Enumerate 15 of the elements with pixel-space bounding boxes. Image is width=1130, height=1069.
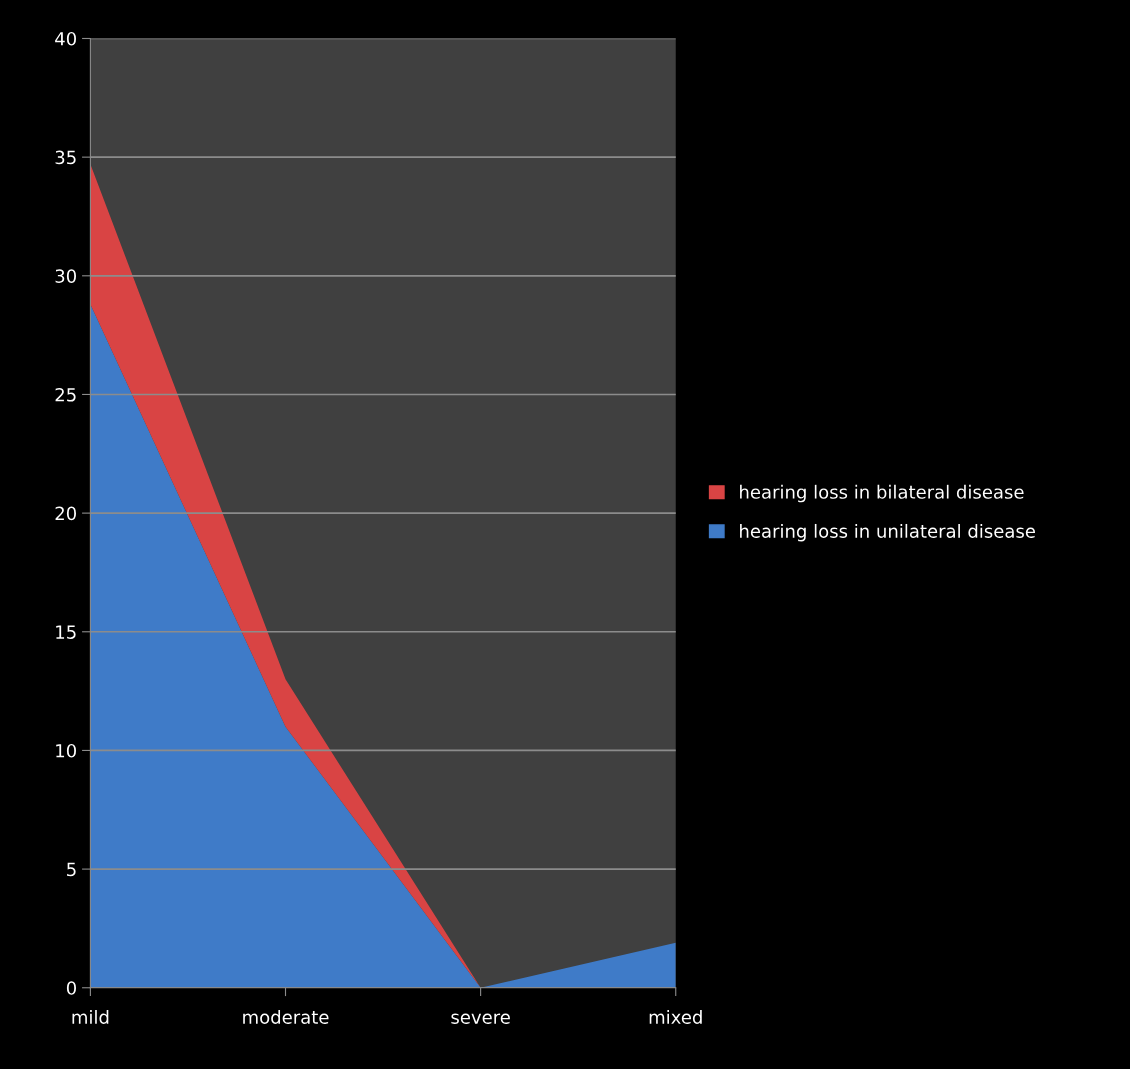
- y-tick-label: 40: [55, 31, 77, 46]
- y-tick-label: 25: [55, 387, 76, 402]
- y-tick-label: 35: [55, 150, 76, 165]
- y-tick-label: 15: [56, 625, 76, 639]
- x-tick-label: severe: [451, 1013, 510, 1024]
- y-tick-label: 10: [56, 743, 77, 758]
- y-tick-label: 5: [67, 862, 76, 877]
- y-tick-label: 30: [55, 269, 77, 283]
- x-tick-label: moderate: [243, 1009, 329, 1024]
- x-tick-label: mixed: [649, 1009, 702, 1024]
- legend-label: hearing loss in unilateral disease: [740, 523, 1035, 542]
- y-tick-label: 0: [66, 981, 77, 995]
- y-tick-label: 20: [55, 506, 77, 521]
- legend-label: hearing loss in bilateral disease: [740, 484, 1024, 503]
- x-tick-label: mild: [72, 1009, 109, 1024]
